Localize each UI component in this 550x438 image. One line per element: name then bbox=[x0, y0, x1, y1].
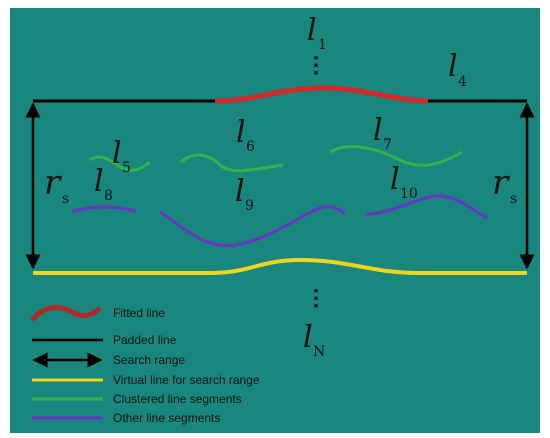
svg-text:5: 5 bbox=[122, 160, 131, 176]
label-l10: l 10 bbox=[390, 162, 418, 202]
legend-other-label: Other line segments bbox=[113, 411, 220, 425]
legend-clustered-label: Clustered line segments bbox=[113, 392, 242, 406]
legend: Fitted line Padded line Search range Vir… bbox=[30, 305, 260, 425]
label-lN: l N bbox=[303, 320, 325, 360]
legend-virtual-label: Virtual line for search range bbox=[113, 373, 260, 387]
label-l5: l 5 bbox=[112, 136, 131, 176]
label-l9: l 9 bbox=[235, 174, 254, 214]
label-rs-right: r s bbox=[492, 163, 517, 207]
segment-l8 bbox=[71, 205, 137, 214]
legend-fitted-swatch bbox=[30, 305, 102, 322]
svg-text:l: l bbox=[303, 320, 313, 355]
label-l4: l 4 bbox=[448, 49, 467, 90]
svg-text:6: 6 bbox=[246, 139, 255, 155]
svg-text:1: 1 bbox=[318, 37, 327, 53]
svg-text:9: 9 bbox=[245, 198, 254, 214]
svg-text:l: l bbox=[448, 49, 458, 84]
svg-text:l: l bbox=[94, 164, 104, 199]
label-l1: l 1 bbox=[307, 13, 327, 53]
label-l7: l 7 bbox=[373, 113, 392, 153]
svg-text:l: l bbox=[112, 136, 122, 171]
svg-text:l: l bbox=[373, 113, 383, 148]
svg-text:s: s bbox=[510, 191, 517, 207]
svg-text:l: l bbox=[235, 174, 245, 209]
segment-l5 bbox=[89, 155, 151, 172]
svg-text:l: l bbox=[390, 162, 400, 197]
svg-text:4: 4 bbox=[458, 74, 467, 90]
svg-text:s: s bbox=[62, 191, 69, 207]
svg-text:8: 8 bbox=[104, 188, 113, 204]
svg-text:l: l bbox=[236, 115, 246, 150]
label-l6: l 6 bbox=[236, 115, 255, 155]
segment-l6 bbox=[180, 153, 284, 173]
virtual-line bbox=[33, 257, 527, 275]
svg-text:l: l bbox=[307, 13, 317, 48]
legend-fitted-label: Fitted line bbox=[113, 306, 165, 320]
ellipsis-bottom: ⋮ bbox=[305, 285, 327, 311]
segment-l10 bbox=[364, 194, 488, 220]
svg-text:7: 7 bbox=[383, 137, 392, 153]
legend-search-label: Search range bbox=[113, 353, 185, 367]
legend-padded-label: Padded line bbox=[113, 333, 177, 347]
fitted-line bbox=[214, 85, 429, 104]
label-l8: l 8 bbox=[94, 164, 113, 204]
svg-text:N: N bbox=[313, 344, 325, 360]
segment-l9 bbox=[159, 205, 346, 248]
svg-text:10: 10 bbox=[400, 186, 418, 202]
svg-text:r: r bbox=[492, 163, 510, 203]
svg-text:r: r bbox=[44, 163, 62, 203]
label-rs-left: r s bbox=[44, 163, 69, 207]
ellipsis-top: ⋮ bbox=[305, 52, 327, 78]
segment-l7 bbox=[329, 145, 463, 167]
